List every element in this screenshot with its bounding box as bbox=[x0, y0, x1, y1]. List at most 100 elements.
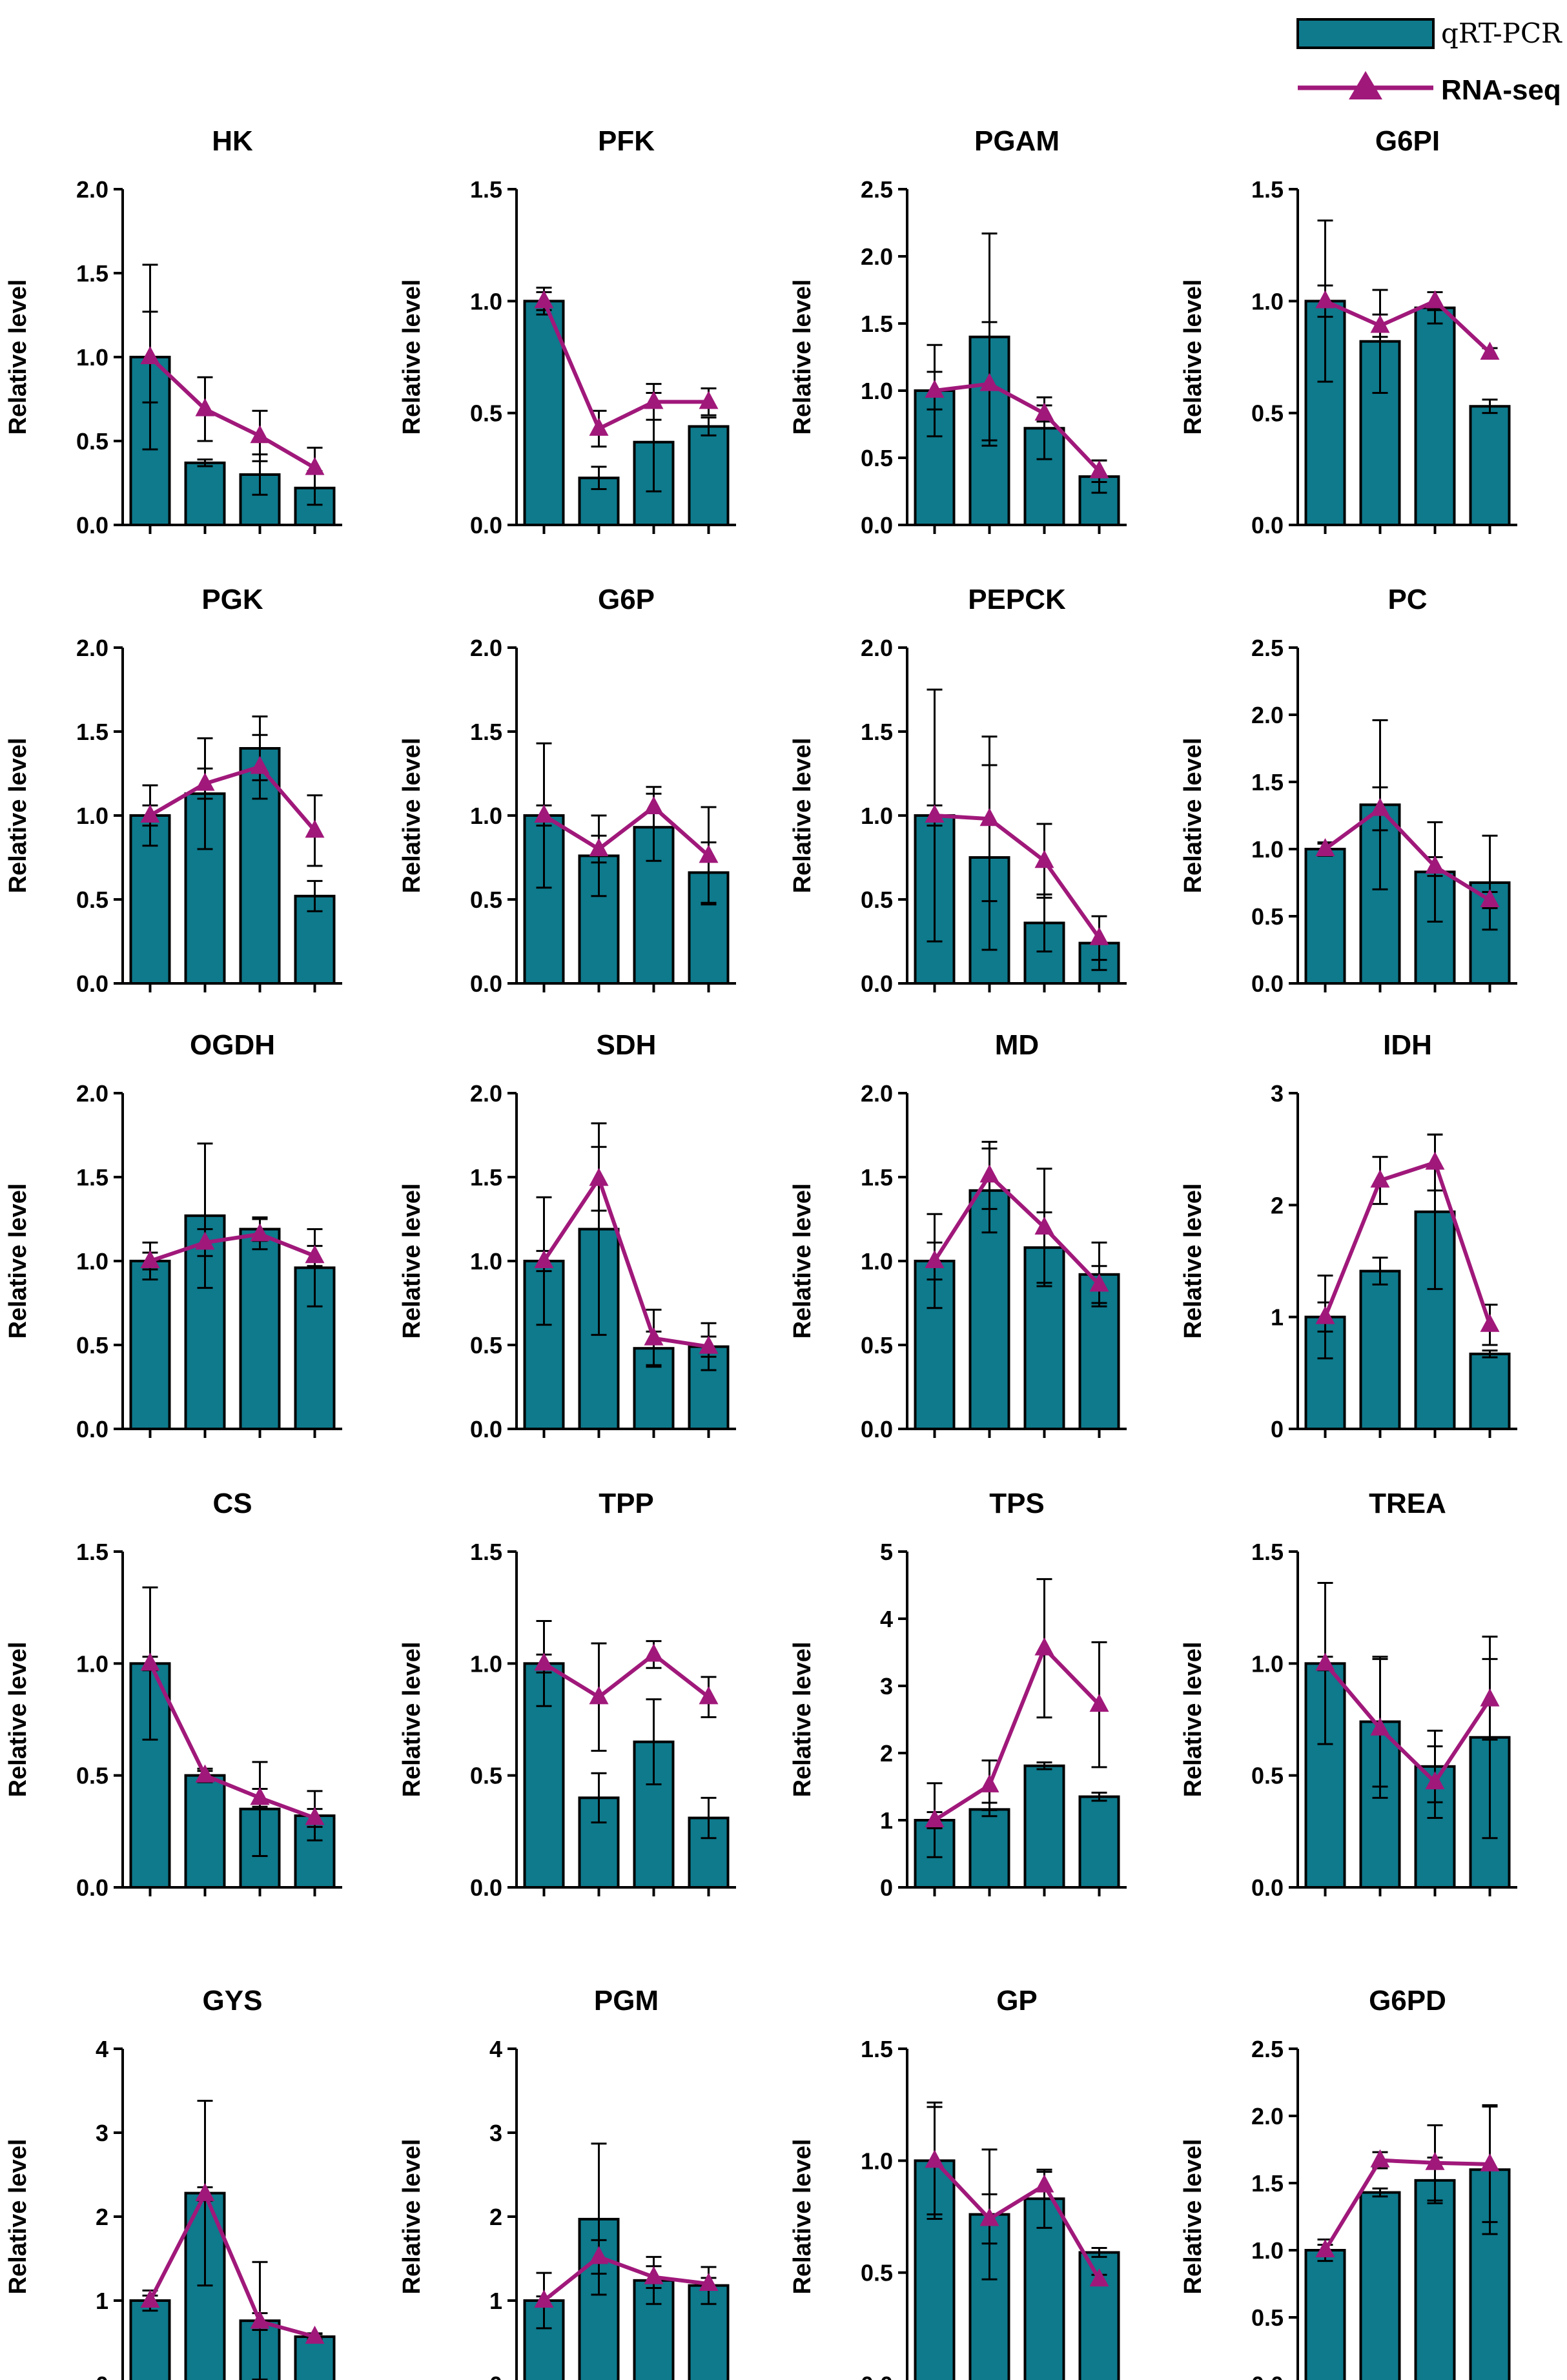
y-tick-label: 0.0 bbox=[76, 970, 108, 997]
y-tick-label: 0.0 bbox=[470, 970, 502, 997]
rna-seq-line bbox=[542, 1174, 709, 1349]
rna-seq-point bbox=[195, 398, 215, 416]
rna-seq-point bbox=[589, 1167, 609, 1186]
y-tick-label: 4 bbox=[880, 1606, 893, 1632]
rna-seq-point bbox=[644, 796, 664, 814]
y-axis-label: Relative level bbox=[398, 1642, 425, 1798]
y-tick-label: 4 bbox=[96, 2036, 108, 2062]
rna-seq-line bbox=[934, 814, 1101, 939]
rna-seq-point bbox=[925, 380, 945, 398]
rna-seq-point bbox=[1480, 342, 1500, 360]
qrt-bar bbox=[523, 300, 565, 526]
y-tick-label: 2 bbox=[96, 2204, 108, 2230]
rna-seq-point bbox=[250, 2310, 270, 2329]
y-tick-label: 3 bbox=[96, 2120, 108, 2146]
chart-g6p: G6P Relative level 0.0 0.5 1.0 1.5 2.0 bbox=[398, 584, 736, 997]
rna-seq-line bbox=[542, 1652, 710, 1699]
chart-title: TPP bbox=[599, 1488, 654, 1519]
rna-seq-point bbox=[1315, 838, 1335, 856]
y-tick-label: 0.0 bbox=[76, 1416, 108, 1442]
chart-trea: TREA Relative level 0.0 0.5 1.0 1.5 bbox=[1180, 1488, 1517, 1901]
y-tick-label: 1.5 bbox=[861, 2036, 893, 2062]
rna-seq-point bbox=[140, 805, 160, 823]
y-tick-label: 0.5 bbox=[861, 445, 893, 471]
qrt-bar bbox=[1078, 1795, 1120, 1889]
legend-triangle-marker bbox=[1349, 71, 1382, 99]
y-tick-label: 1.0 bbox=[861, 803, 893, 829]
y-tick-label: 0 bbox=[489, 2372, 502, 2380]
rna-seq-point bbox=[195, 1231, 215, 1250]
chart-title: PGAM bbox=[974, 125, 1060, 157]
rna-seq-point bbox=[1425, 1151, 1445, 1170]
qrt-bar bbox=[1469, 405, 1511, 526]
y-tick-label: 0.0 bbox=[1251, 2372, 1284, 2380]
rna-seq-line bbox=[1323, 2158, 1490, 2252]
rna-seq-point bbox=[1480, 1313, 1500, 1332]
y-tick-label: 2.0 bbox=[861, 1080, 893, 1107]
rna-seq-point bbox=[1480, 1688, 1500, 1707]
rna-seq-point bbox=[979, 808, 999, 826]
chart-title: CS bbox=[212, 1488, 252, 1519]
rna-seq-point bbox=[699, 1335, 719, 1354]
rna-seq-point bbox=[699, 1686, 719, 1705]
rna-seq-point bbox=[699, 391, 719, 409]
y-tick-label: 0 bbox=[1271, 1416, 1284, 1442]
chart-pfk: PFK Relative level 0.0 0.5 1.0 1.5 bbox=[398, 125, 736, 539]
qrt-bar bbox=[968, 1808, 1010, 1889]
chart-title: TREA bbox=[1369, 1488, 1446, 1519]
qrt-bar bbox=[294, 1814, 336, 1889]
rna-seq-point bbox=[699, 845, 719, 863]
chart-g6pi: G6PI Relative level 0.0 0.5 1.0 1.5 bbox=[1180, 125, 1517, 539]
qrt-bar bbox=[1359, 2191, 1401, 2380]
chart-title: PEPCK bbox=[968, 584, 1066, 615]
rna-seq-point bbox=[250, 1223, 270, 1242]
rna-seq-point bbox=[1034, 2174, 1054, 2193]
y-tick-label: 2 bbox=[1271, 1192, 1284, 1218]
y-axis-label: Relative level bbox=[5, 2139, 32, 2295]
chart-hk: HK Relative level 0.0 0.5 1.0 1.5 2.0 bbox=[5, 125, 342, 539]
chart-title: PC bbox=[1388, 584, 1427, 615]
qrt-bar bbox=[184, 1774, 226, 1889]
y-tick-label: 0.0 bbox=[861, 512, 893, 539]
y-tick-label: 1 bbox=[489, 2288, 502, 2314]
qrt-bar bbox=[1414, 1210, 1456, 1430]
qrt-bar bbox=[1304, 1662, 1346, 1889]
y-tick-label: 0.0 bbox=[470, 512, 502, 539]
y-axis-label: Relative level bbox=[1180, 738, 1207, 894]
y-tick-label: 0.5 bbox=[470, 1332, 502, 1359]
rna-seq-line bbox=[933, 1645, 1101, 1822]
rna-seq-point bbox=[699, 2273, 719, 2291]
y-tick-label: 2.0 bbox=[76, 635, 108, 661]
y-tick-label: 2.0 bbox=[1251, 2103, 1284, 2129]
y-axis-label: Relative level bbox=[789, 280, 816, 435]
qrt-bar bbox=[1414, 2179, 1456, 2380]
y-tick-label: 1.5 bbox=[470, 1539, 502, 1565]
y-tick-label: 1.5 bbox=[1251, 2170, 1284, 2197]
y-axis-label: Relative level bbox=[1180, 1184, 1207, 1339]
rna-seq-point bbox=[1480, 2153, 1500, 2171]
y-tick-label: 1.0 bbox=[470, 803, 502, 829]
y-axis-label: Relative level bbox=[5, 280, 32, 435]
rna-seq-point bbox=[534, 805, 554, 823]
rna-seq-point bbox=[1089, 2268, 1109, 2287]
y-tick-label: 1 bbox=[1271, 1304, 1284, 1331]
rna-seq-point bbox=[1425, 1771, 1445, 1790]
y-tick-label: 1.5 bbox=[861, 719, 893, 745]
chart-title: G6PI bbox=[1375, 125, 1440, 157]
rna-seq-point bbox=[1370, 1169, 1390, 1188]
rna-seq-line bbox=[148, 2189, 316, 2339]
chart-title: TPS bbox=[989, 1488, 1045, 1519]
qrt-bar bbox=[239, 1227, 281, 1430]
y-tick-label: 2.0 bbox=[76, 176, 108, 203]
rna-seq-point bbox=[1034, 850, 1054, 868]
y-axis-label: Relative level bbox=[1180, 1642, 1207, 1798]
y-tick-label: 0.5 bbox=[1251, 903, 1284, 930]
y-tick-label: 5 bbox=[880, 1539, 893, 1565]
chart-pepck: PEPCK Relative level 0.0 0.5 1.0 1.5 2.0 bbox=[789, 584, 1127, 997]
rna-seq-point bbox=[1315, 1652, 1335, 1671]
y-tick-label: 2.0 bbox=[470, 635, 502, 661]
y-tick-label: 1.5 bbox=[76, 260, 108, 287]
